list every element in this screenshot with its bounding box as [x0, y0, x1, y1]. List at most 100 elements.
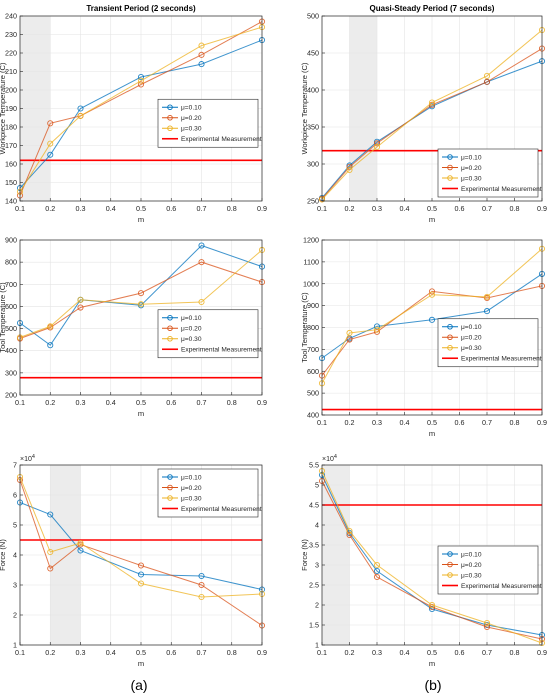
y-axis-label: Tool Temperature (C) [300, 292, 309, 363]
data-point [198, 42, 205, 49]
y-tick-label: 2.5 [309, 581, 319, 590]
x-tick-label: 0.5 [427, 648, 437, 657]
x-tick-label: 0.6 [166, 398, 176, 407]
y-tick-label: 3.5 [309, 541, 319, 550]
x-tick-label: 0.4 [106, 204, 116, 213]
y-tick-label: 190 [5, 104, 17, 113]
y-tick-label: 1100 [304, 257, 319, 266]
x-tick-label: 0.8 [510, 648, 520, 657]
legend-marker [167, 495, 173, 501]
data-point [198, 259, 205, 266]
x-axis-label: m [429, 215, 435, 224]
series-line-mu-2 [19, 26, 263, 193]
x-tick-label: 0.6 [455, 418, 465, 427]
plots-container: 0.1 0.2 0.3 0.4 0.5 0.6 0.7 0.8 0.9 140 150 160 170 1… [0, 4, 547, 668]
legend: μ=0.10 μ=0.20 μ=0.30 Experimental Measureme… [437, 148, 542, 198]
series-line-mu-0 [19, 39, 263, 189]
y-tick-label: 1200 [303, 236, 319, 245]
data-point [77, 296, 84, 303]
y-exponent-label: ×104 [20, 454, 35, 463]
x-tick-label: 0.1 [15, 648, 25, 657]
x-tick-label: 0.7 [197, 398, 207, 407]
x-tick-label: 0.1 [15, 398, 25, 407]
y-tick-label: 7 [13, 461, 17, 470]
data-point [198, 593, 205, 601]
legend-entry: μ=0.20 [181, 115, 202, 122]
data-point [137, 301, 145, 308]
y-tick-label: 350 [307, 123, 319, 132]
data-point [373, 140, 381, 147]
x-axis-label: m [429, 659, 435, 668]
y-tick-label: 1.5 [309, 621, 319, 630]
y-tick-label: 140 [5, 197, 17, 206]
data-point [198, 242, 205, 249]
data-point [428, 291, 436, 298]
y-tick-label: 900 [5, 236, 17, 245]
x-tick-label: 0.1 [317, 418, 327, 427]
x-tick-label: 0.9 [537, 648, 547, 657]
series-line-mu-2 [321, 29, 543, 200]
legend: μ=0.10 μ=0.20 μ=0.30 Experimental Measureme… [157, 98, 262, 148]
y-tick-label: 600 [5, 302, 17, 311]
legend: μ=0.10 μ=0.20 μ=0.30 Experimental Measureme… [157, 468, 262, 518]
data-point [77, 304, 84, 311]
y-tick-label: 2 [13, 611, 17, 620]
y-tick-label: 300 [5, 368, 17, 377]
x-tick-label: 0.3 [372, 204, 382, 213]
legend-entry: μ=0.30 [181, 336, 202, 343]
y-tick-label: 1 [315, 641, 319, 650]
data-point [137, 74, 145, 81]
legend-marker [447, 561, 453, 568]
y-tick-label: 230 [5, 30, 17, 39]
y-tick-label: 3 [315, 561, 319, 570]
legend-entry: μ=0.20 [181, 326, 202, 333]
legend-marker [447, 345, 453, 351]
x-tick-label: 0.7 [197, 648, 207, 657]
legend-entry: μ=0.20 [461, 335, 482, 342]
x-tick-label: 0.4 [400, 204, 410, 213]
y-tick-label: 400 [5, 346, 17, 355]
y-tick-label: 900 [307, 301, 319, 310]
data-point [47, 151, 54, 158]
x-tick-label: 0.9 [537, 418, 547, 427]
data-point [198, 298, 205, 306]
x-tick-label: 0.6 [166, 648, 176, 657]
data-point [47, 342, 54, 349]
x-tick-label: 0.8 [510, 204, 520, 213]
y-tick-label: 170 [5, 141, 17, 150]
legend: μ=0.10 μ=0.20 μ=0.30 Experimental Measureme… [437, 545, 542, 595]
data-point [428, 601, 436, 609]
legend-entry: Experimental Measurement [461, 356, 542, 363]
chart-a1: 0.1 0.2 0.3 0.4 0.5 0.6 0.7 0.8 0.9 140 150 160 170 1… [0, 4, 267, 224]
data-point [483, 619, 491, 627]
x-tick-label: 0.8 [227, 398, 237, 407]
y-tick-label: 500 [307, 12, 319, 21]
chart-b3: 0.1 0.2 0.3 0.4 0.5 0.6 0.7 0.8 0.9 1 1.5 2 2.5 3 3.5 4… [300, 454, 547, 668]
legend: μ=0.10 μ=0.20 μ=0.30 Experimental Measureme… [157, 309, 262, 359]
y-tick-label: 220 [5, 49, 17, 58]
x-tick-label: 0.3 [76, 648, 86, 657]
series-line-mu-2 [19, 249, 263, 338]
x-tick-label: 0.2 [345, 204, 355, 213]
data-point [77, 547, 84, 554]
x-tick-label: 0.2 [45, 204, 55, 213]
legend-marker [167, 484, 173, 491]
legend-entry: μ=0.30 [181, 126, 202, 133]
y-tick-label: 240 [5, 12, 17, 21]
x-tick-label: 0.6 [166, 204, 176, 213]
data-point [77, 539, 84, 547]
y-tick-label: 700 [307, 345, 319, 354]
legend-entry: μ=0.10 [181, 105, 202, 112]
data-point [198, 581, 205, 589]
y-tick-label: 1000 [303, 279, 319, 288]
data-point [47, 511, 54, 518]
series-line-mu-2 [19, 476, 263, 598]
data-point [483, 308, 491, 315]
x-tick-label: 0.3 [372, 648, 382, 657]
x-tick-label: 0.1 [317, 204, 327, 213]
y-tick-label: 6 [13, 491, 17, 500]
data-point [137, 290, 145, 297]
legend-entry: μ=0.20 [181, 485, 202, 492]
data-point [137, 77, 145, 84]
y-tick-label: 5.5 [309, 461, 319, 470]
